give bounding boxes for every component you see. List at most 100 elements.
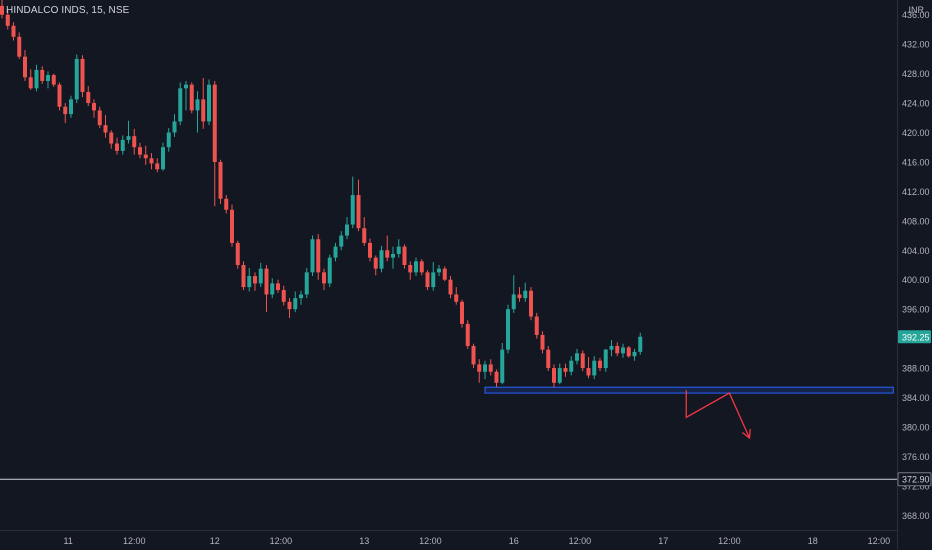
candle xyxy=(11,22,16,41)
candle xyxy=(189,82,194,114)
candle xyxy=(425,270,430,291)
candle-body xyxy=(195,99,200,111)
y-tick-label: 388.00 xyxy=(902,364,930,374)
candle xyxy=(97,106,102,129)
candle xyxy=(327,254,332,288)
candle xyxy=(115,137,119,155)
candle xyxy=(391,246,395,269)
candle xyxy=(235,240,240,269)
candle xyxy=(580,350,585,371)
level-price-badge xyxy=(897,472,932,487)
candle-body xyxy=(69,99,73,115)
candle-body xyxy=(322,272,326,284)
candle xyxy=(46,71,50,89)
candle-body xyxy=(103,125,108,133)
candle xyxy=(350,176,355,229)
candle xyxy=(362,217,367,246)
candle-body xyxy=(235,242,240,265)
candle xyxy=(69,95,73,118)
candle-body xyxy=(287,301,292,310)
candle-body xyxy=(28,77,33,89)
candle-body xyxy=(460,301,464,324)
candle-body xyxy=(506,309,510,350)
candle-body xyxy=(166,132,171,148)
candle xyxy=(264,265,269,313)
candle-body xyxy=(396,246,401,254)
candle xyxy=(529,287,533,321)
candle-body xyxy=(557,368,562,383)
candle-body xyxy=(270,283,275,295)
candle-body xyxy=(580,353,585,369)
x-tick-label: 12:00 xyxy=(123,536,146,546)
x-tick-label: 17 xyxy=(658,536,668,546)
candle-body xyxy=(500,349,505,383)
candle xyxy=(86,86,91,106)
candle-body xyxy=(362,228,367,243)
candle-body xyxy=(523,290,528,299)
y-tick-label: 400.00 xyxy=(902,275,930,285)
candle-body xyxy=(425,272,430,288)
candle-body xyxy=(149,158,154,164)
candle-body xyxy=(569,360,574,372)
last-price-label: 392.25 xyxy=(902,332,930,342)
candle-body xyxy=(63,106,68,115)
x-tick-label: 12:00 xyxy=(868,536,891,546)
candle-body xyxy=(40,69,45,81)
y-tick-label: 412.00 xyxy=(902,187,930,197)
candle xyxy=(592,356,597,380)
candle xyxy=(603,348,608,372)
currency-label: INR xyxy=(908,5,925,15)
candle-body xyxy=(310,239,315,273)
y-tick-label: 424.00 xyxy=(902,99,930,109)
candle xyxy=(540,331,545,354)
candle xyxy=(552,364,556,388)
candle-body xyxy=(17,36,22,57)
candle xyxy=(586,357,591,379)
candle-body xyxy=(368,242,372,258)
candle-body xyxy=(419,261,424,273)
candle xyxy=(471,343,476,369)
candle xyxy=(575,348,579,365)
candle-body xyxy=(97,110,102,126)
projection-path xyxy=(685,390,751,439)
candle-body xyxy=(184,84,188,89)
candle-body xyxy=(339,235,344,247)
candle-body xyxy=(201,99,206,122)
candle-body xyxy=(264,268,269,295)
candle-body xyxy=(540,334,545,350)
candle xyxy=(465,320,470,349)
candle xyxy=(281,285,286,306)
candle xyxy=(563,363,568,377)
candle xyxy=(132,128,137,155)
candle xyxy=(379,245,384,273)
candle xyxy=(51,73,56,87)
candle-body xyxy=(552,368,556,383)
candle xyxy=(638,332,643,355)
candle-body xyxy=(511,294,516,310)
candle-body xyxy=(253,276,257,284)
candle-body xyxy=(5,14,10,26)
candle xyxy=(230,204,234,247)
candle xyxy=(368,238,372,262)
candle-body xyxy=(132,136,137,148)
candle xyxy=(247,267,252,292)
interval-label: 15 xyxy=(91,5,103,16)
y-tick-label: 432.00 xyxy=(902,40,930,50)
candle xyxy=(299,290,303,305)
candle xyxy=(477,359,482,383)
candle-body xyxy=(126,136,131,140)
candle xyxy=(523,282,528,302)
candle xyxy=(155,158,160,173)
x-tick-label: 12:00 xyxy=(419,536,442,546)
candle xyxy=(546,345,551,371)
candle xyxy=(345,217,349,240)
y-tick-label: 380.00 xyxy=(902,422,930,432)
y-tick-label: 368.00 xyxy=(902,511,930,521)
candle-body xyxy=(115,143,119,151)
candle xyxy=(34,64,39,92)
candle xyxy=(402,244,407,269)
candle xyxy=(138,142,142,159)
